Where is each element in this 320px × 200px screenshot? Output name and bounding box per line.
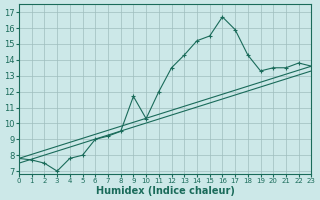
X-axis label: Humidex (Indice chaleur): Humidex (Indice chaleur) bbox=[96, 186, 235, 196]
